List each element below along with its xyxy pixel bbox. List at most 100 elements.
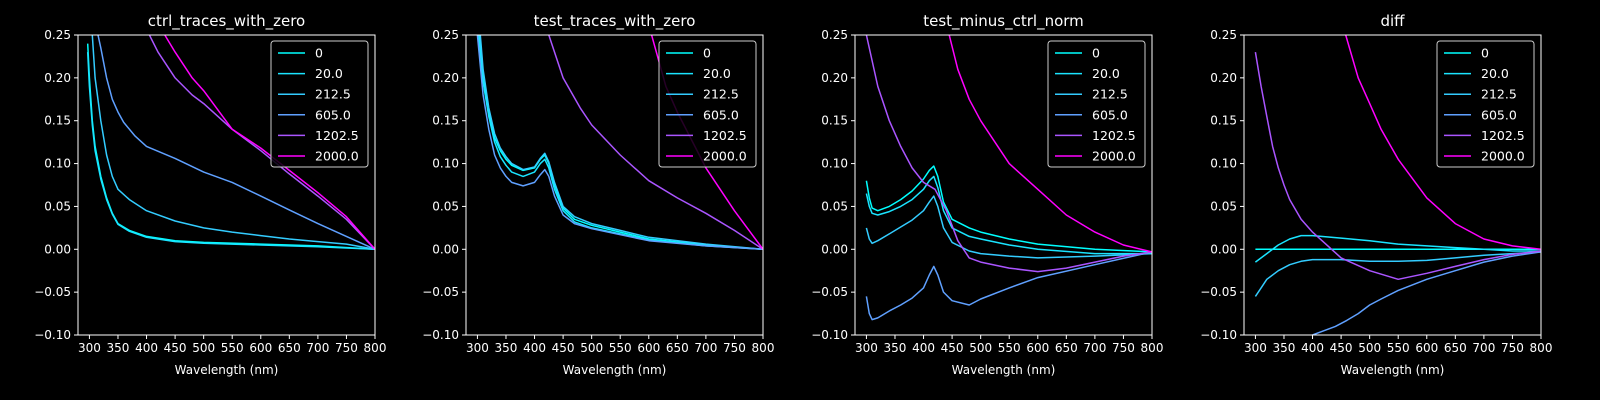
y-tick-label: 0.15 [1210, 114, 1237, 128]
x-axis-label: Wavelength (nm) [1341, 363, 1445, 377]
x-tick-label: 450 [164, 341, 187, 355]
x-tick-label: 800 [752, 341, 775, 355]
series-line-2000-0 [1344, 35, 1541, 251]
x-tick-label: 700 [694, 341, 717, 355]
legend-label: 212.5 [703, 87, 739, 102]
y-tick-label: 0.05 [1210, 199, 1237, 213]
y-tick-label: −0.10 [422, 328, 459, 342]
legend-label: 2000.0 [1092, 149, 1136, 164]
series-lines [865, 35, 1152, 321]
legend-label: 20.0 [315, 66, 343, 81]
legend-label: 212.5 [1092, 87, 1128, 102]
x-tick-label: 450 [941, 341, 964, 355]
legend-label: 20.0 [1092, 66, 1120, 81]
x-tick-label: 500 [580, 341, 603, 355]
legend: 0 20.0 212.5 605.0 1202.5 2000.0 [1436, 40, 1535, 168]
y-tick-label: 0.05 [432, 199, 459, 213]
legend-label: 605.0 [1092, 107, 1128, 122]
x-tick-label: 500 [969, 341, 992, 355]
series-line-212-5 [91, 35, 375, 251]
legend-label: 0 [703, 46, 711, 61]
chart-title: diff [1380, 12, 1405, 30]
x-tick-label: 650 [278, 341, 301, 355]
y-tick-label: 0.20 [432, 71, 459, 85]
y-tick-label: 0.15 [44, 114, 71, 128]
charts: ctrl_traces_with_zero 300 350 400 450 500 550 6… [34, 12, 1552, 377]
y-tick-label: −0.05 [811, 285, 848, 299]
x-tick-label: 300 [855, 341, 878, 355]
series-line-605-0 [1312, 251, 1541, 335]
series-lines [1254, 35, 1541, 335]
chart-panel-3: test_minus_ctrl_norm 300 350 400 450 500 550 60… [811, 12, 1163, 377]
x-tick-label: 700 [306, 341, 329, 355]
x-tick-label: 750 [723, 341, 746, 355]
legend-label: 1202.5 [315, 128, 359, 143]
series-line-20-0 [477, 35, 763, 251]
series-line-20-0 [86, 52, 375, 251]
chart-title: test_minus_ctrl_norm [923, 12, 1084, 31]
legend-label: 0 [315, 46, 323, 61]
x-tick-label: 550 [1387, 341, 1410, 355]
y-tick-label: 0.20 [1210, 71, 1237, 85]
legend-label: 2000.0 [315, 149, 359, 164]
legend-label: 20.0 [703, 66, 731, 81]
x-tick-label: 600 [637, 341, 660, 355]
x-tick-label: 750 [1501, 341, 1524, 355]
x-tick-label: 800 [364, 341, 387, 355]
x-tick-label: 600 [1415, 341, 1438, 355]
series-line-212-5 [479, 35, 763, 251]
legend-label: 0 [1092, 46, 1100, 61]
series-line-1202-5 [1254, 51, 1541, 281]
y-tick-label: 0.05 [821, 199, 848, 213]
x-tick-label: 750 [335, 341, 358, 355]
series-line-1202-5 [865, 35, 1152, 273]
x-tick-label: 550 [998, 341, 1021, 355]
x-tick-label: 650 [1055, 341, 1078, 355]
legend-label: 212.5 [315, 87, 351, 102]
y-tick-label: 0.20 [821, 71, 848, 85]
legend-label: 20.0 [1481, 66, 1509, 81]
legend-label: 2000.0 [1481, 149, 1525, 164]
x-tick-label: 550 [609, 341, 632, 355]
x-tick-label: 400 [523, 341, 546, 355]
y-tick-label: 0.20 [44, 71, 71, 85]
x-tick-label: 350 [1273, 341, 1296, 355]
legend-label: 605.0 [315, 107, 351, 122]
series-line-20-0 [1254, 234, 1541, 263]
legend: 0 20.0 212.5 605.0 1202.5 2000.0 [270, 40, 369, 168]
x-tick-label: 700 [1083, 341, 1106, 355]
series-line-605-0 [97, 35, 375, 250]
x-tick-label: 500 [192, 341, 215, 355]
x-tick-label: 300 [78, 341, 101, 355]
chart-panel-2: test_traces_with_zero 300 350 400 450 500 550 6… [422, 12, 774, 377]
chart-panel-1: ctrl_traces_with_zero 300 350 400 450 500 550 6… [34, 12, 386, 377]
x-tick-label: 400 [135, 341, 158, 355]
y-tick-label: 0.15 [432, 114, 459, 128]
y-tick-label: 0.15 [821, 114, 848, 128]
x-tick-label: 300 [1244, 341, 1267, 355]
y-tick-label: 0.00 [432, 242, 459, 256]
y-tick-label: 0.25 [432, 28, 459, 42]
chart-panel-4: diff 300 350 400 450 500 550 600 650 700 750 800 −0.… [1200, 12, 1552, 377]
y-tick-label: 0.10 [432, 157, 459, 171]
x-tick-label: 750 [1112, 341, 1135, 355]
y-tick-label: 0.05 [44, 199, 71, 213]
axes-frame [1243, 34, 1542, 336]
x-tick-label: 350 [884, 341, 907, 355]
series-line-605-0 [476, 35, 763, 251]
x-tick-label: 650 [1444, 341, 1467, 355]
legend-label: 1202.5 [1092, 128, 1136, 143]
series-line-212-5 [1254, 251, 1541, 297]
x-tick-label: 600 [249, 341, 272, 355]
chart-title: test_traces_with_zero [534, 12, 696, 31]
x-tick-label: 300 [466, 341, 489, 355]
legend-label: 0 [1481, 46, 1489, 61]
y-tick-label: 0.00 [821, 242, 848, 256]
legend-label: 212.5 [1481, 87, 1517, 102]
y-tick-label: 0.00 [1210, 242, 1237, 256]
x-tick-label: 700 [1472, 341, 1495, 355]
series-lines [86, 35, 375, 251]
legend-label: 605.0 [703, 107, 739, 122]
